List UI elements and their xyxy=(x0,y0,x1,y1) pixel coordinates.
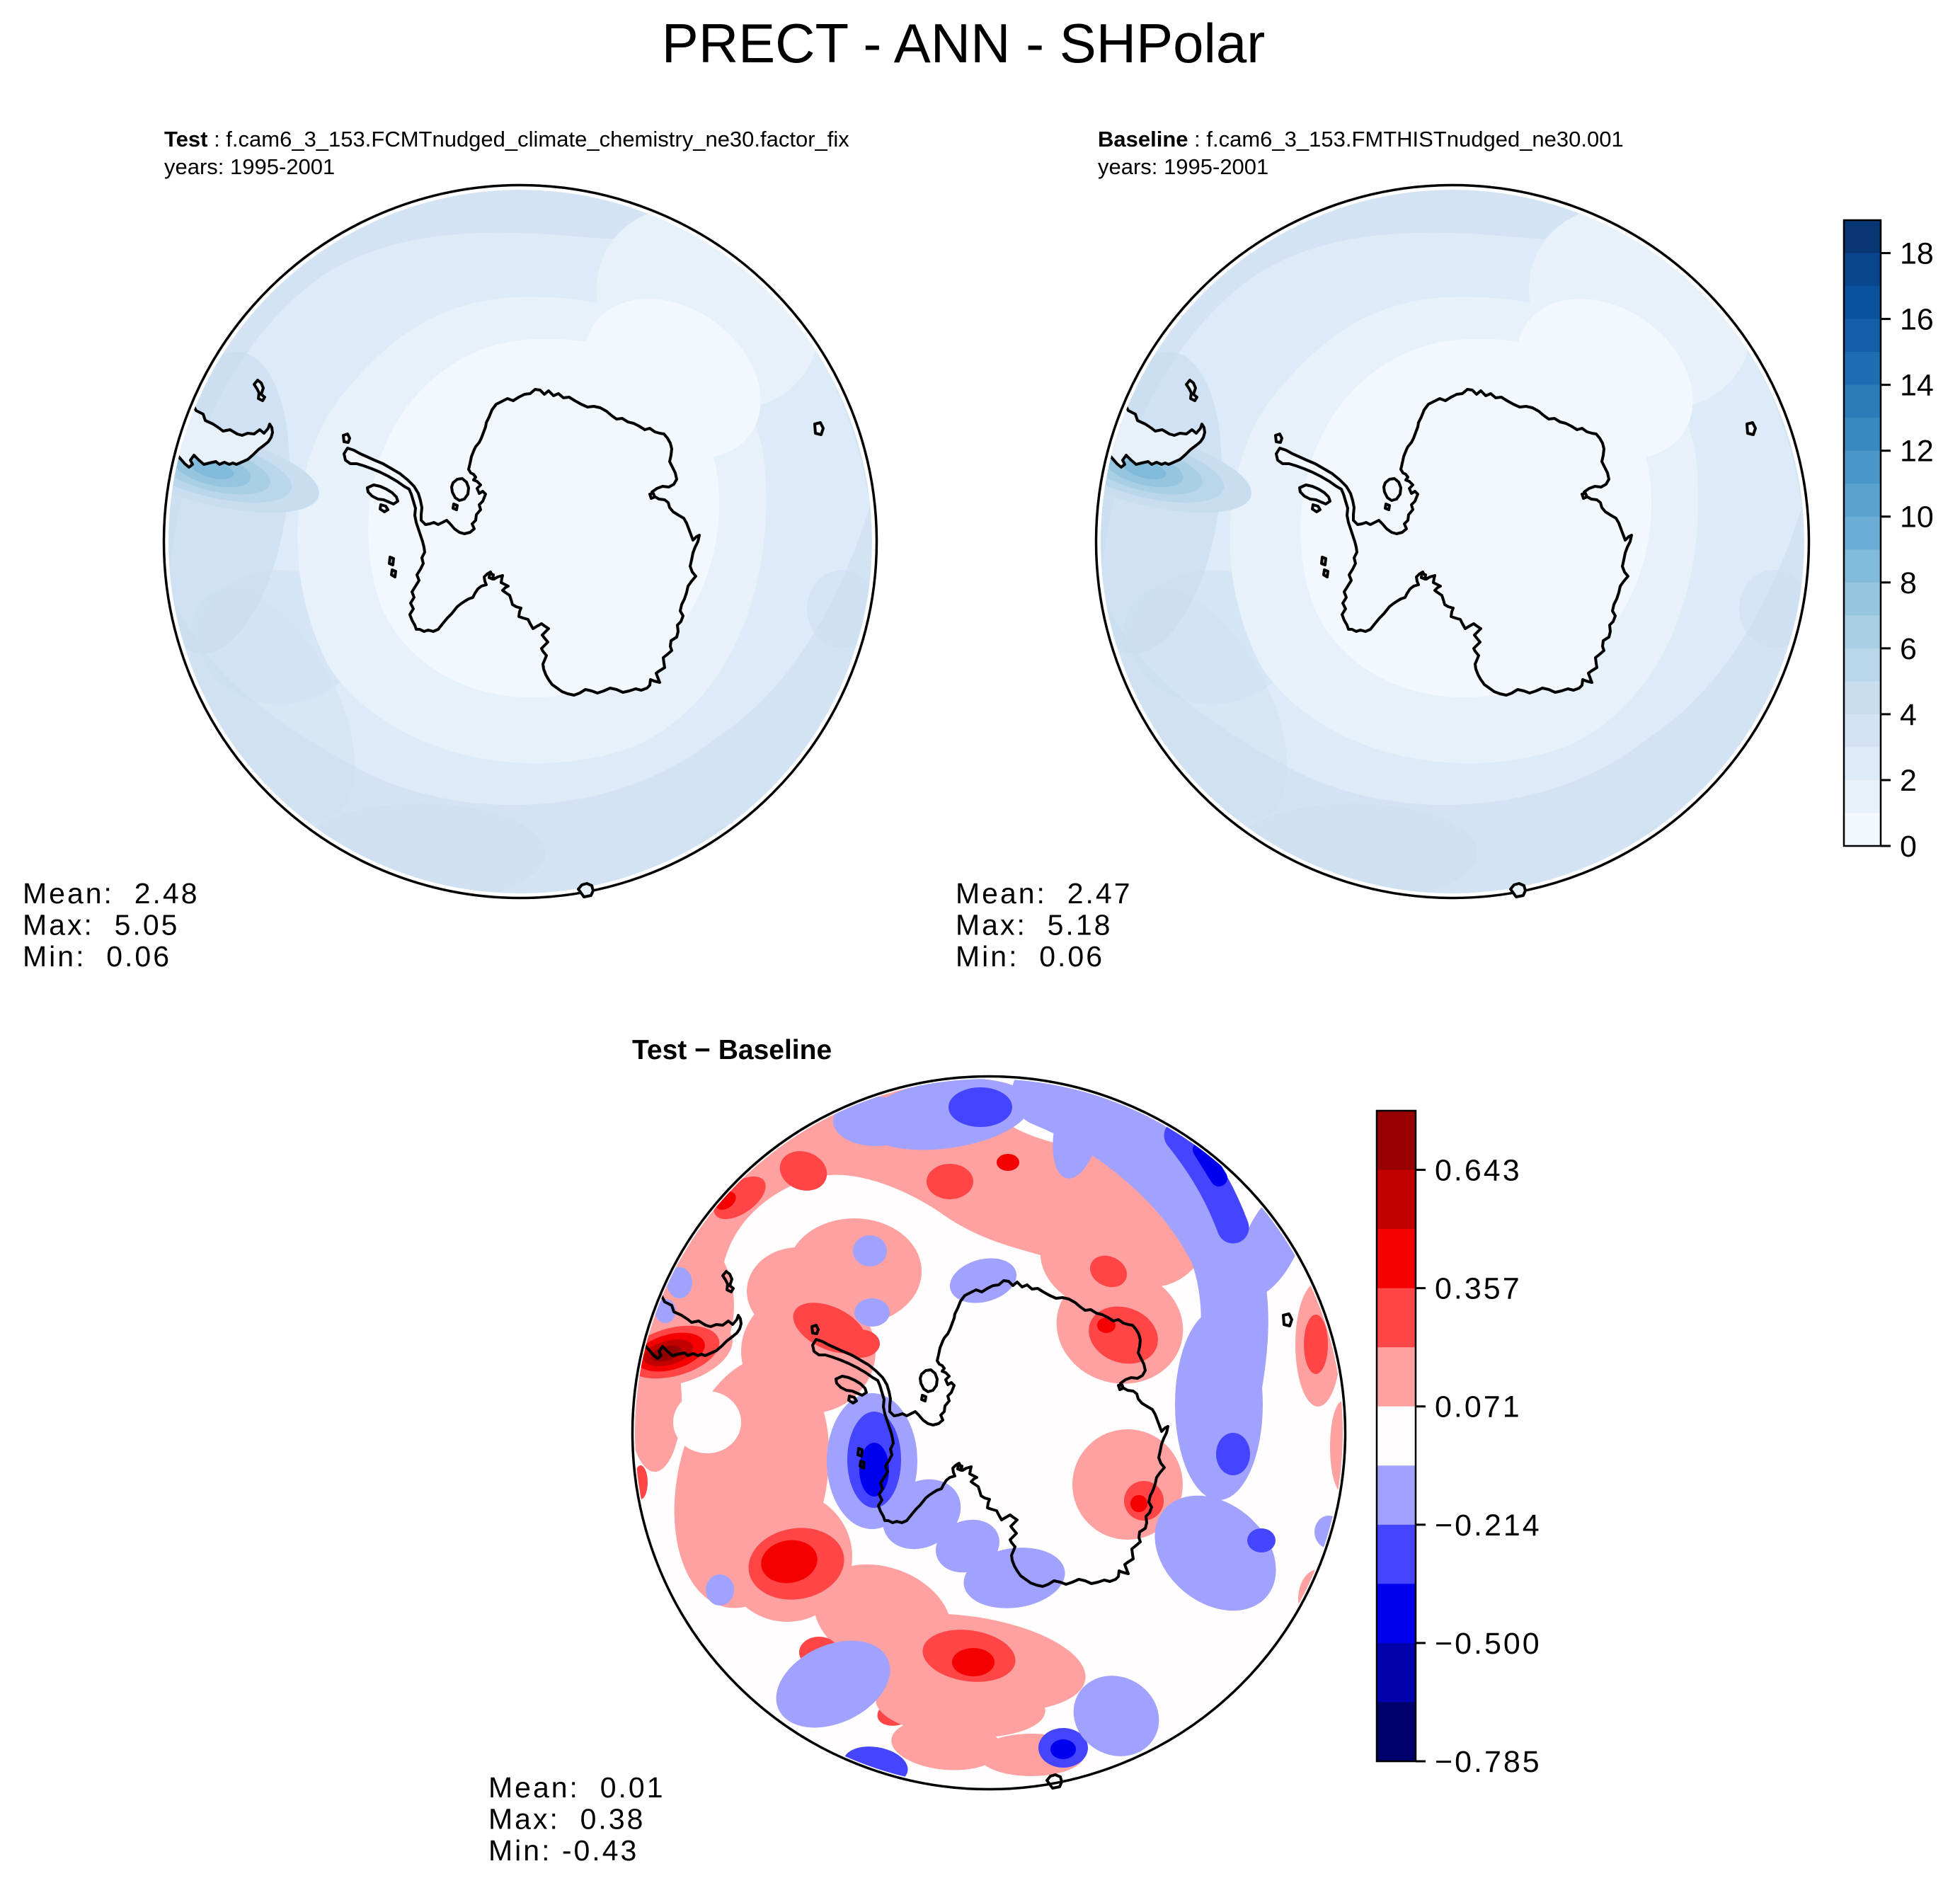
svg-text:−0.214: −0.214 xyxy=(1435,1509,1542,1543)
svg-text:Test − Baseline: Test − Baseline xyxy=(632,1035,832,1065)
svg-text:8: 8 xyxy=(1900,566,1917,600)
svg-text:Min: -0.43: Min: -0.43 xyxy=(488,1834,638,1867)
svg-text:0: 0 xyxy=(1900,830,1917,864)
svg-text:4: 4 xyxy=(1900,698,1917,732)
svg-text:−0.785: −0.785 xyxy=(1435,1745,1542,1779)
svg-text:10: 10 xyxy=(1900,500,1934,534)
svg-text:Mean: 2.47: Mean: 2.47 xyxy=(956,877,1133,910)
svg-text:years: 1995-2001: years: 1995-2001 xyxy=(1098,154,1268,179)
svg-text:Max: 5.18: Max: 5.18 xyxy=(956,909,1112,942)
svg-text:6: 6 xyxy=(1900,632,1917,666)
svg-text:PRECT - ANN - SHPolar: PRECT - ANN - SHPolar xyxy=(662,12,1265,74)
svg-text:0.071: 0.071 xyxy=(1435,1390,1522,1424)
svg-text:0.357: 0.357 xyxy=(1435,1272,1522,1306)
svg-text:16: 16 xyxy=(1900,303,1934,337)
svg-text:Max: 0.38: Max: 0.38 xyxy=(488,1803,645,1836)
svg-text:0.643: 0.643 xyxy=(1435,1154,1522,1188)
svg-text:Baseline : f.cam6_3_153.FMTHIS: Baseline : f.cam6_3_153.FMTHISTnudged_ne… xyxy=(1098,127,1624,151)
svg-text:14: 14 xyxy=(1900,369,1934,403)
svg-text:18: 18 xyxy=(1900,237,1934,271)
svg-text:12: 12 xyxy=(1900,435,1934,469)
svg-text:Min: 0.06: Min: 0.06 xyxy=(23,940,171,973)
svg-text:Mean: 2.48: Mean: 2.48 xyxy=(23,877,200,910)
svg-text:Min: 0.06: Min: 0.06 xyxy=(956,940,1104,973)
svg-text:Test : f.cam6_3_153.FCMTnudged: Test : f.cam6_3_153.FCMTnudged_climate_c… xyxy=(164,127,849,151)
svg-text:2: 2 xyxy=(1900,764,1917,798)
svg-text:years: 1995-2001: years: 1995-2001 xyxy=(164,154,335,179)
svg-text:Mean: 0.01: Mean: 0.01 xyxy=(488,1771,665,1804)
svg-text:−0.500: −0.500 xyxy=(1435,1627,1542,1661)
svg-text:Max: 5.05: Max: 5.05 xyxy=(23,909,179,942)
